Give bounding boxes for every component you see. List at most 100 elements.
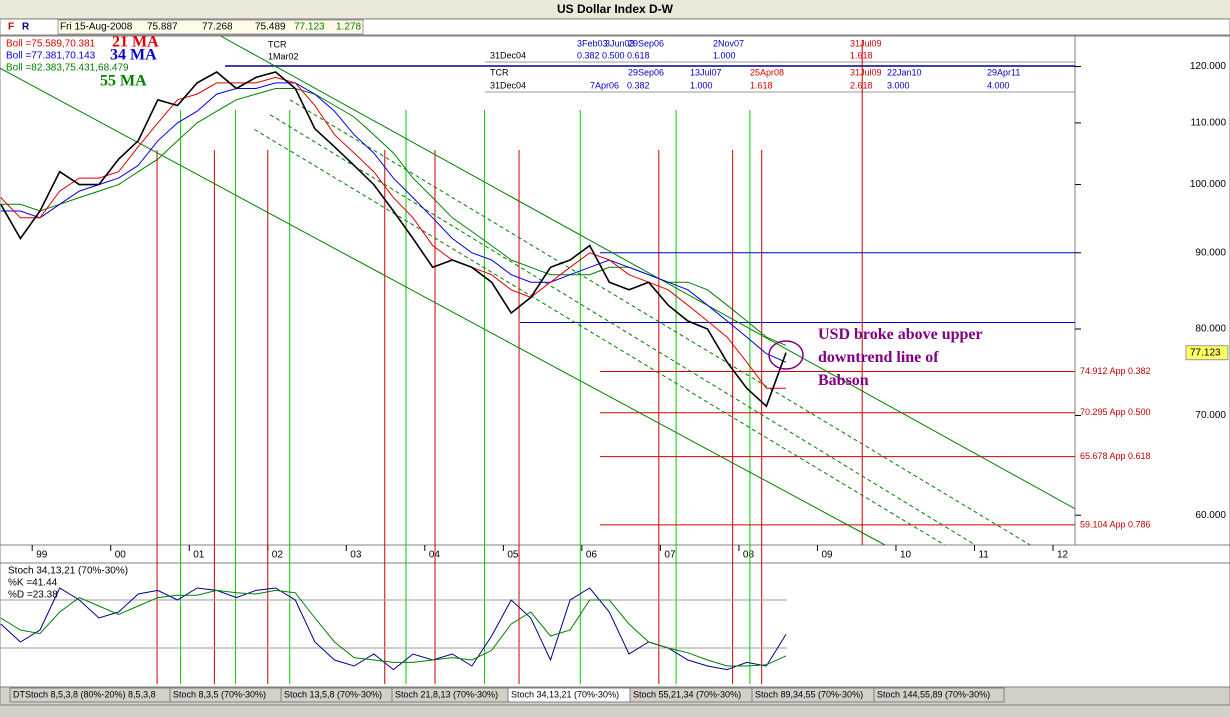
plot: 60.000 70.000 80.000 90.000 100.000 110.000 12… bbox=[0, 34, 1229, 703]
time-label: 1.618 bbox=[850, 50, 873, 60]
quote-date: Fri 15-Aug-2008 bbox=[60, 22, 133, 33]
tab-label[interactable]: Stoch 34,13,21 (70%-30%) bbox=[511, 689, 619, 699]
x-tick-label: 09 bbox=[821, 550, 833, 561]
annotation-line: USD broke above upper bbox=[818, 326, 983, 343]
y-tick-label: 110.000 bbox=[1191, 118, 1227, 129]
x-tick-label: 10 bbox=[900, 550, 912, 561]
stoch-d-label: %D =23.38 bbox=[8, 590, 58, 601]
x-tick-label: 12 bbox=[1057, 550, 1069, 561]
time-label: TCR bbox=[490, 67, 509, 77]
tab-label[interactable]: Stoch 55,21,34 (70%-30%) bbox=[633, 689, 741, 699]
time-label: 2.618 bbox=[850, 80, 873, 90]
x-tick-label: 05 bbox=[507, 550, 519, 561]
y-tick-label: 80.000 bbox=[1195, 324, 1226, 335]
tab-label[interactable]: Stoch 8,3,5 (70%-30%) bbox=[173, 689, 266, 699]
channel-line bbox=[0, 67, 886, 546]
fib-level-label: 74.912 App 0.382 bbox=[1080, 366, 1151, 376]
stoch-k-label: %K =41.44 bbox=[8, 578, 58, 589]
x-tick-label: 06 bbox=[586, 550, 598, 561]
price-axis-panel bbox=[1074, 35, 1230, 546]
y-tick-label: 70.000 bbox=[1195, 410, 1226, 421]
tab-label[interactable]: DTStoch 8,5,3,8 (80%-20%) 8,5,3,8 bbox=[13, 689, 156, 699]
series-line bbox=[0, 589, 787, 667]
title-bar bbox=[0, 0, 1230, 18]
channel-line bbox=[254, 128, 945, 546]
quote-box bbox=[57, 19, 364, 35]
stoch-title: Stoch 34,13,21 (70%-30%) bbox=[8, 566, 128, 577]
time-label: 1.618 bbox=[750, 80, 773, 90]
time-label: 1Mar02 bbox=[268, 51, 299, 61]
x-tick-label: 08 bbox=[743, 550, 755, 561]
time-label: 1.000 bbox=[690, 80, 713, 90]
x-tick-label: 02 bbox=[272, 550, 284, 561]
x-tick-label: 07 bbox=[664, 550, 676, 561]
time-label: 0.618 bbox=[627, 50, 650, 60]
fib-level-label: 65.678 App 0.618 bbox=[1080, 451, 1151, 461]
x-tick-label: 99 bbox=[36, 550, 48, 561]
time-label: 29Apr11 bbox=[987, 67, 1020, 77]
time-label: 3.000 bbox=[887, 80, 910, 90]
time-label: 31Jul09 bbox=[850, 38, 882, 48]
time-label: 2Nov07 bbox=[713, 38, 744, 48]
boll-label: Boll =77.381,70.143 bbox=[6, 51, 96, 62]
quote-change: 1.278 bbox=[336, 22, 361, 33]
date-axis bbox=[0, 544, 1230, 564]
time-label: 25Apr08 bbox=[750, 67, 784, 77]
fib-level-label: 70.295 App 0.500 bbox=[1080, 407, 1151, 417]
series-line bbox=[0, 82, 787, 363]
y-tick-label: 120.000 bbox=[1190, 61, 1227, 72]
last-price-label: 77.123 bbox=[1190, 347, 1221, 358]
time-label: 0.382 bbox=[577, 50, 600, 60]
quote-open: 75.887 bbox=[147, 22, 178, 33]
time-label: 31Dec04 bbox=[490, 80, 526, 90]
annotation-line: Babson bbox=[818, 372, 869, 389]
x-tick-label: 01 bbox=[193, 550, 205, 561]
quote-close: 77.123 bbox=[294, 22, 325, 33]
time-label: 31Jul09 bbox=[850, 67, 882, 77]
ma-label: 34 MA bbox=[110, 47, 157, 64]
annotation: USD broke above upper downtrend line of Ba… bbox=[818, 326, 983, 389]
time-label: 13Jul07 bbox=[690, 67, 722, 77]
breakout-circle bbox=[768, 340, 804, 370]
channel-line bbox=[220, 35, 1076, 510]
quote-low: 75.489 bbox=[255, 22, 286, 33]
series-line bbox=[0, 76, 786, 389]
x-tick-label: 11 bbox=[978, 550, 989, 561]
last-price-box bbox=[1185, 345, 1229, 361]
f-button[interactable]: F bbox=[8, 22, 14, 33]
time-label: 29Sep06 bbox=[628, 67, 664, 77]
tab-label[interactable]: Stoch 144,55,89 (70%-30%) bbox=[877, 689, 990, 699]
tab-label[interactable]: Stoch 21,8,13 (70%-30%) bbox=[395, 689, 498, 699]
time-label: 22Jan10 bbox=[887, 67, 922, 77]
time-label: 0.500 bbox=[602, 50, 625, 60]
tab-label[interactable]: Stoch 13,5,8 (70%-30%) bbox=[284, 689, 382, 699]
fib-level-label: 59.104 App 0.786 bbox=[1080, 519, 1151, 529]
y-tick-label: 100.000 bbox=[1190, 179, 1227, 190]
time-label: TCR bbox=[268, 39, 287, 49]
time-label: 3Jun03 bbox=[605, 38, 635, 48]
r-button[interactable]: R bbox=[22, 22, 30, 33]
chart-title: US Dollar Index D-W bbox=[557, 2, 674, 16]
y-tick-label: 60.000 bbox=[1195, 510, 1226, 521]
ma-label: 21 MA bbox=[112, 34, 159, 51]
time-label: 7Apr06 bbox=[590, 80, 619, 90]
time-label: 31Dec04 bbox=[490, 50, 526, 60]
channel-line bbox=[269, 114, 976, 546]
series-line bbox=[0, 71, 787, 408]
price-panel bbox=[0, 35, 1076, 546]
time-label: 3Feb03 bbox=[577, 38, 608, 48]
time-label: 29Sep06 bbox=[628, 38, 664, 48]
ma-label: 55 MA bbox=[100, 73, 147, 90]
boll-label: Boll =82.383,75.431,68.479 bbox=[6, 63, 129, 74]
annotation-line: downtrend line of bbox=[818, 349, 939, 366]
tab-label[interactable]: Stoch 89,34,55 (70%-30%) bbox=[755, 689, 863, 699]
time-label: 4.000 bbox=[987, 80, 1010, 90]
time-label: 1.000 bbox=[713, 50, 736, 60]
y-tick-label: 90.000 bbox=[1195, 247, 1226, 258]
time-label: 0.382 bbox=[627, 80, 650, 90]
tab[interactable] bbox=[873, 687, 1005, 703]
quote-high: 77.268 bbox=[202, 22, 233, 33]
boll-label: Boll =75.589,70.381 bbox=[6, 39, 96, 50]
